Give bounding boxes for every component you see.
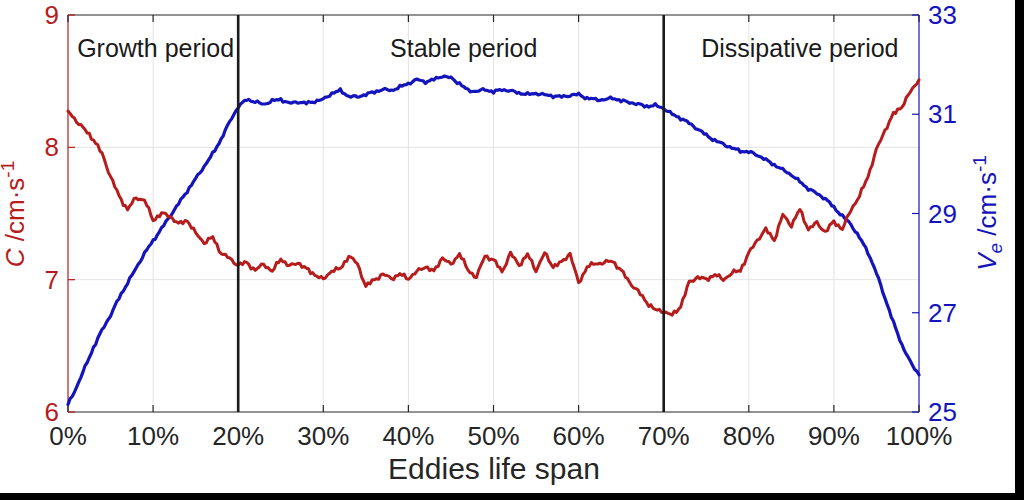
x-tick-label: 10% (127, 421, 179, 451)
right-tick-label: 31 (928, 99, 957, 129)
period-label: Stable period (390, 34, 537, 62)
x-tick-label: 60% (553, 421, 605, 451)
right-axis-unit: /cm·s (972, 172, 1002, 243)
left-tick-label: 8 (45, 132, 59, 162)
x-tick-label: 90% (808, 421, 860, 451)
x-tick-label: 40% (382, 421, 434, 451)
period-label: Dissipative period (701, 34, 898, 62)
left-axis-title: C /cm·s-1 (0, 161, 30, 267)
left-tick-label: 7 (45, 265, 59, 295)
right-axis-title: Ve /cm·s-1 (969, 155, 1006, 271)
left-tick-label: 6 (45, 397, 59, 427)
left-axis-unit: /cm·s (0, 178, 30, 249)
x-tick-label: 50% (467, 421, 519, 451)
x-tick-label: 30% (297, 421, 349, 451)
gridlines (68, 15, 919, 412)
figure: 0%10%20%30%40%50%60%70%80%90%100%6789252… (0, 0, 1015, 493)
right-axis-unit-sup: -1 (969, 155, 990, 172)
period-label: Growth period (77, 34, 234, 62)
right-tick-label: 29 (928, 199, 957, 229)
x-tick-label: 80% (723, 421, 775, 451)
right-tick-label: 33 (928, 0, 957, 30)
period-annotations: Growth period Stable period Dissipative pe… (77, 34, 898, 62)
dual-axis-line-chart: 0%10%20%30%40%50%60%70%80%90%100%6789252… (0, 0, 1015, 493)
right-tick-label: 25 (928, 397, 957, 427)
right-axis-var-sub: e (985, 243, 1006, 254)
left-tick-label: 9 (45, 0, 59, 30)
x-axis-title: Eddies life span (388, 452, 600, 485)
period-dividers (238, 15, 664, 412)
x-tick-label: 70% (638, 421, 690, 451)
x-tick-label: 20% (212, 421, 264, 451)
left-axis-unit-sup: -1 (0, 161, 18, 178)
left-axis-var: C (0, 248, 30, 267)
right-tick-label: 27 (928, 298, 957, 328)
